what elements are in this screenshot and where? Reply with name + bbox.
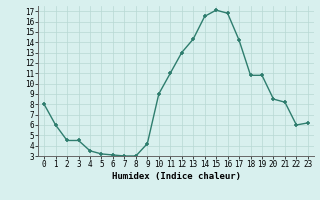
X-axis label: Humidex (Indice chaleur): Humidex (Indice chaleur) [111,172,241,181]
